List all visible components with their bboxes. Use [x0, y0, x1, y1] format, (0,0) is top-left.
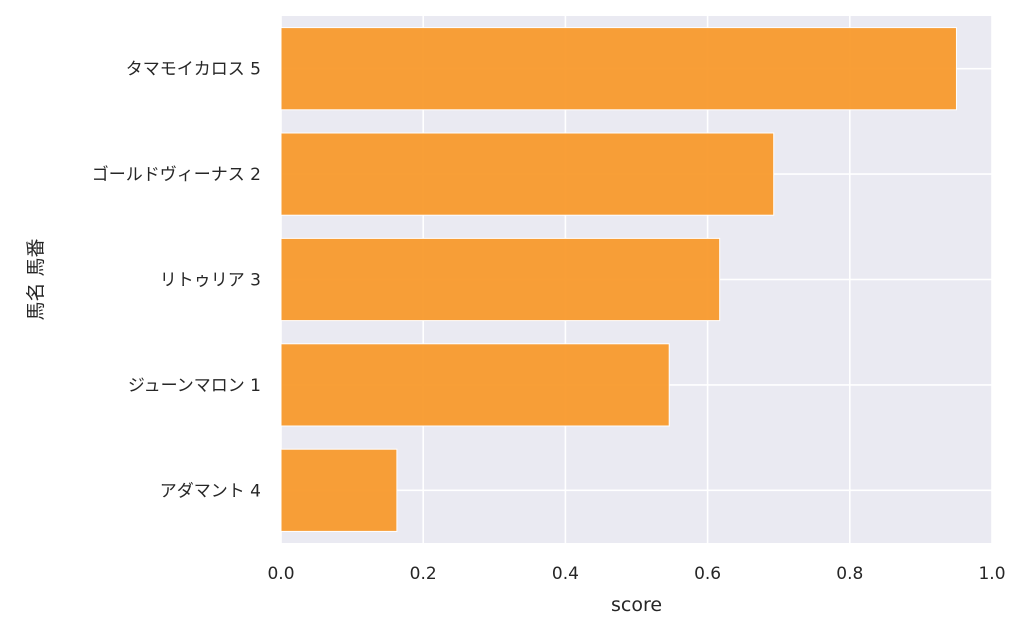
bar: [280, 132, 775, 216]
bar: [280, 448, 398, 532]
y-tick-label: ジューンマロン 1: [128, 376, 261, 396]
bar: [280, 27, 957, 111]
y-tick-label: タマモイカロス 5: [126, 60, 261, 80]
x-tick-label: 0.0: [267, 564, 294, 584]
x-tick-label: 0.4: [552, 564, 579, 584]
x-tick-labels: 0.0 0.2 0.4 0.6 0.8 1.0: [267, 564, 1005, 584]
y-tick-label: アダマント 4: [160, 481, 261, 501]
bar: [280, 237, 721, 322]
y-tick-label: ゴールドヴィーナス 2: [92, 164, 261, 185]
x-tick-label: 0.2: [410, 564, 437, 584]
bar: [280, 343, 670, 427]
y-tick-label: リトゥリア 3: [160, 271, 261, 291]
x-axis-label: score: [611, 594, 662, 616]
bars: [280, 27, 957, 532]
y-tick-labels: タマモイカロス 5 ゴールドヴィーナス 2 リトゥリア 3 ジューンマロン 1 アダマン…: [92, 60, 261, 502]
y-axis-label: 馬名 馬番: [25, 238, 47, 320]
x-tick-label: 0.6: [694, 564, 721, 584]
x-tick-label: 0.8: [836, 564, 863, 584]
x-tick-label: 1.0: [978, 564, 1005, 584]
